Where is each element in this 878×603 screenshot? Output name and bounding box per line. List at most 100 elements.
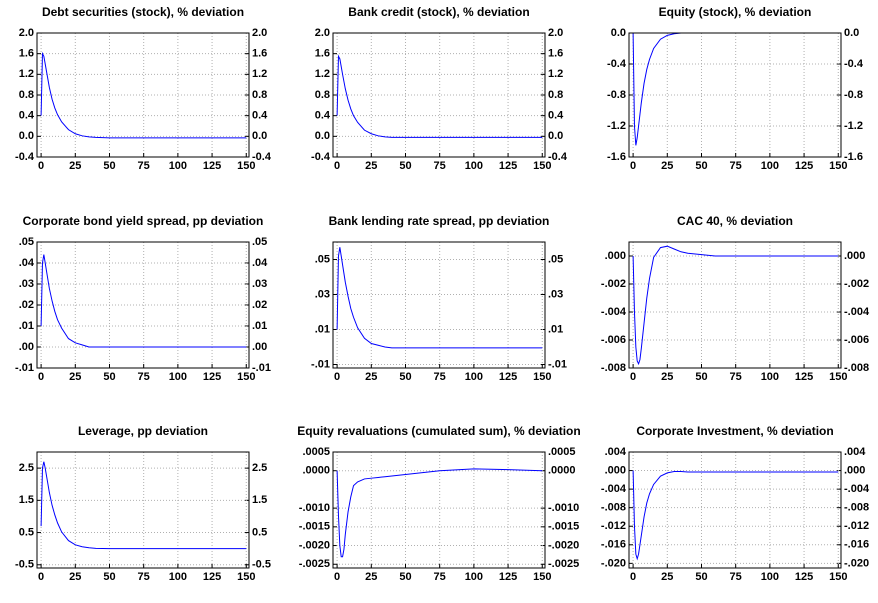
y2-tick-label: .02 [252,299,267,311]
y-tick-label: .05 [315,253,330,265]
y2-tick-label: 1.6 [252,48,267,60]
x-tick-label: 0 [334,571,340,583]
x-tick-label: 0 [38,371,44,383]
plot-frame [628,32,842,158]
x-tick-label: 100 [761,571,779,583]
y-tick-label: -.0025 [299,558,330,570]
x-tick-label: 150 [237,571,255,583]
x-tick-label: 50 [695,371,707,383]
y2-tick-label: -.012 [844,520,869,532]
y-tick-label: -.004 [601,306,627,318]
y2-tick-label: -.0020 [548,539,579,551]
y-tick-label: 2.0 [19,27,34,39]
x-tick-label: 150 [829,571,847,583]
y2-tick-label: -.008 [844,362,869,374]
y2-tick-label: -.004 [844,306,870,318]
plot-frame [628,451,842,569]
x-tick-label: 25 [365,160,377,172]
x-tick-label: 25 [69,160,81,172]
y-tick-label: .02 [19,299,34,311]
x-tick-label: 75 [730,371,742,383]
x-tick-label: 0 [334,371,340,383]
y-tick-label: 0.0 [19,130,34,142]
x-tick-label: 100 [761,371,779,383]
y-tick-label: -.0010 [299,502,330,514]
x-tick-label: 75 [730,571,742,583]
data-line [336,247,543,349]
y2-tick-label: 2.5 [252,462,267,474]
x-tick-label: 25 [365,371,377,383]
y-tick-label: 0.4 [315,110,331,122]
y2-tick-label: .03 [252,278,267,290]
x-tick-label: 100 [169,371,187,383]
y-tick-label: 2.0 [315,27,330,39]
x-tick-label: 0 [38,160,44,172]
x-tick-label: 50 [399,160,411,172]
data-line [40,461,247,550]
x-tick-label: 0 [630,571,636,583]
data-line [632,470,839,561]
y2-tick-label: -0.5 [252,559,271,571]
y2-tick-label: 0.0 [844,27,859,39]
y2-tick-label: .004 [844,446,866,458]
y-tick-label: -.004 [601,483,627,495]
x-tick-label: 125 [203,160,221,172]
x-tick-label: 25 [661,160,673,172]
plot-frame [36,451,250,569]
x-tick-label: 50 [103,371,115,383]
data-line [40,51,247,139]
y2-tick-label: -.006 [844,334,869,346]
y-tick-label: .004 [605,446,627,458]
x-tick-label: 100 [169,571,187,583]
y-tick-label: 2.5 [19,462,34,474]
y2-tick-label: 0.8 [548,89,563,101]
x-tick-label: 150 [533,371,551,383]
y-tick-label: 1.5 [19,494,34,506]
y2-tick-label: .0000 [548,465,576,477]
x-tick-label: 100 [169,160,187,172]
panel-title: CAC 40, % deviation [677,214,793,228]
x-tick-label: 0 [38,571,44,583]
y-tick-label: .01 [315,323,330,335]
panel: Bank lending rate spread, pp deviation -.… [311,214,567,383]
y2-tick-label: -.01 [252,362,271,374]
x-tick-label: 125 [499,371,517,383]
x-tick-label: 125 [795,160,813,172]
data-line [632,32,839,146]
y-tick-label: -.0015 [299,521,330,533]
data-line [336,468,543,558]
y-tick-label: -1.6 [607,151,626,163]
y2-tick-label: -.002 [844,278,869,290]
y-tick-label: -.01 [15,362,34,374]
y-tick-label: .01 [19,320,34,332]
x-tick-label: 0 [630,371,636,383]
x-tick-label: 50 [399,371,411,383]
y-tick-label: .0005 [302,446,330,458]
y-tick-label: -.008 [601,502,626,514]
panel-title: Debt securities (stock), % deviation [42,5,244,19]
x-tick-label: 150 [237,371,255,383]
y-tick-label: -0.4 [15,151,35,163]
data-line [336,54,543,138]
y2-tick-label: 2.0 [252,27,267,39]
panel: Debt securities (stock), % deviation -0.4… [15,5,272,172]
x-tick-label: 100 [761,160,779,172]
y-tick-label: -.002 [601,278,626,290]
y2-tick-label: .0005 [548,446,576,458]
x-tick-label: 75 [138,571,150,583]
y2-tick-label: 0.0 [548,130,563,142]
panel: Equity (stock), % deviation -1.6 -1.6 -1.2 -… [607,5,864,172]
panel-title: Equity (stock), % deviation [659,5,812,19]
x-tick-label: 125 [203,371,221,383]
y2-tick-label: .03 [548,288,563,300]
y-tick-label: -.020 [601,557,626,569]
panel-title: Bank credit (stock), % deviation [348,5,529,19]
y-tick-label: .03 [19,278,34,290]
x-tick-label: 125 [203,571,221,583]
x-tick-label: 75 [434,571,446,583]
plot-frame [36,32,250,158]
y-tick-label: .000 [605,464,626,476]
x-tick-label: 100 [465,160,483,172]
plot-frame [332,451,546,569]
y-tick-label: -.016 [601,539,626,551]
